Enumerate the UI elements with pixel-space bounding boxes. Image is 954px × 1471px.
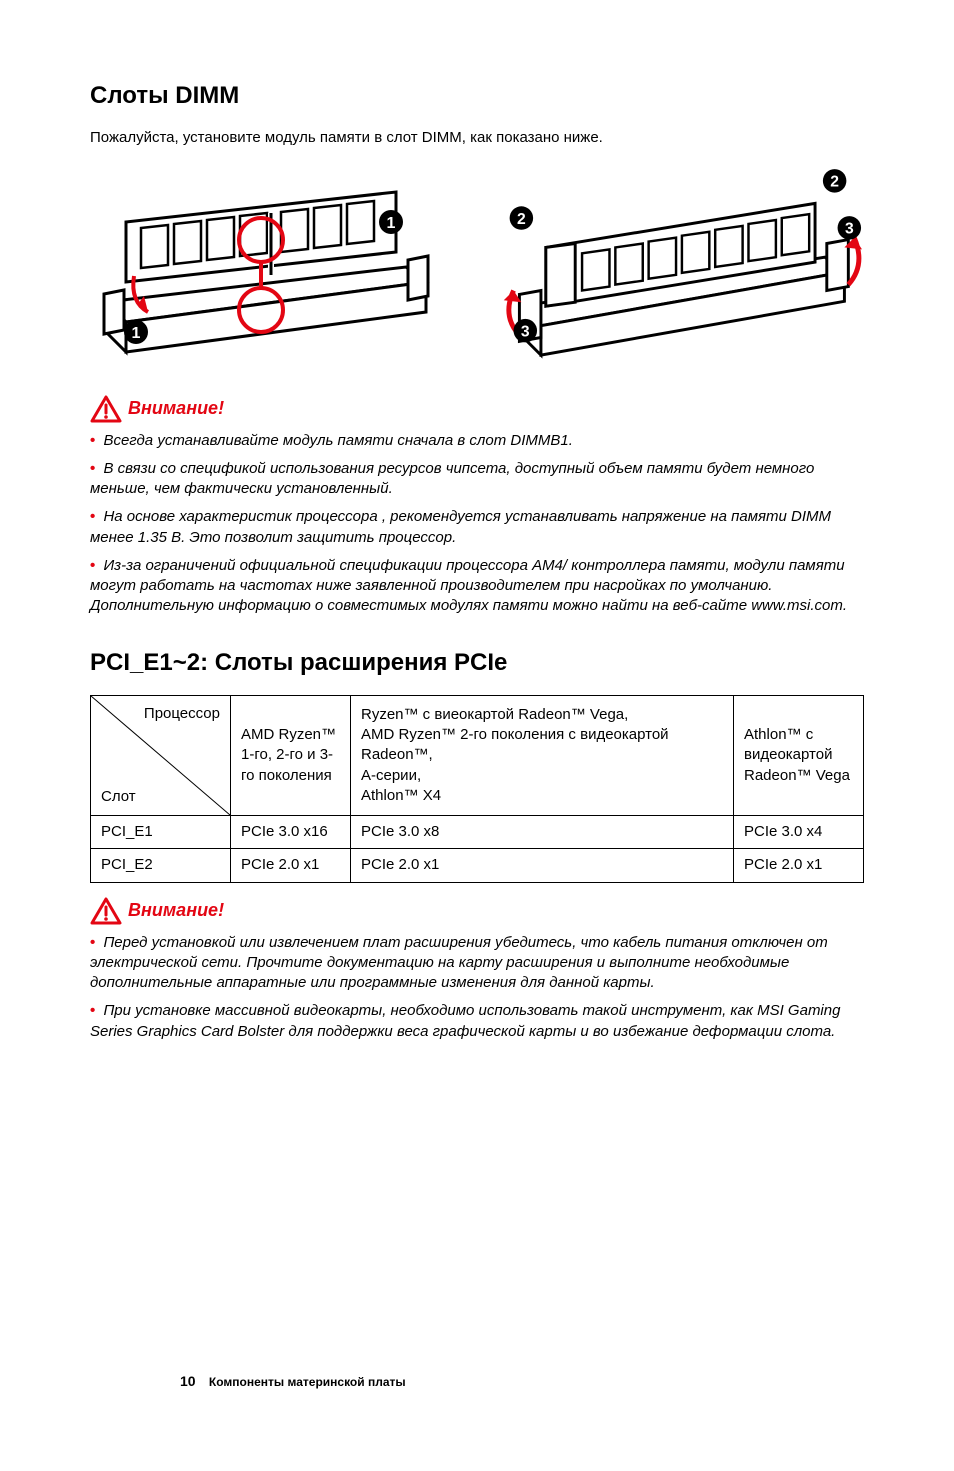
table-row: PCI_E2 PCIe 2.0 x1 PCIe 2.0 x1 PCIe 2.0 … xyxy=(91,849,864,882)
warning-title-2: Внимание! xyxy=(128,898,224,922)
cell-0-c3: PCIe 3.0 x8 xyxy=(351,816,734,849)
table-h-col2: AMD Ryzen™ 1-го, 2-го и 3-го поколения xyxy=(231,696,351,816)
cell-slot-1: PCI_E2 xyxy=(91,849,231,882)
table-h-col4: Athlon™ с видеокартой Radeon™ Vega xyxy=(734,696,864,816)
warning2-item-0: Перед установкой или извлечением плат ра… xyxy=(90,934,828,992)
page-footer: 10 Компоненты материнской платы xyxy=(180,1372,406,1391)
svg-text:3: 3 xyxy=(521,323,530,340)
cell-0-c4: PCIe 3.0 x4 xyxy=(734,816,864,849)
svg-text:1: 1 xyxy=(132,325,141,342)
page-number: 10 xyxy=(180,1373,196,1389)
section-title-dimm: Слоты DIMM xyxy=(90,80,864,112)
warning-list-1: • Всегда устанавливайте модуль памяти сн… xyxy=(90,431,864,617)
dimm-intro-text: Пожалуйста, установите модуль памяти в с… xyxy=(90,128,864,148)
cell-1-c2: PCIe 2.0 x1 xyxy=(231,849,351,882)
cell-0-c2: PCIe 3.0 x16 xyxy=(231,816,351,849)
warning1-item-2: На основе характеристик процессора , рек… xyxy=(90,508,831,545)
warning-icon xyxy=(90,395,122,423)
warning-icon xyxy=(90,897,122,925)
svg-text:1: 1 xyxy=(387,215,396,232)
svg-text:2: 2 xyxy=(517,211,526,228)
warning1-item-0: Всегда устанавливайте модуль памяти снач… xyxy=(103,432,572,449)
footer-label: Компоненты материнской платы xyxy=(209,1375,406,1389)
table-row: PCI_E1 PCIe 3.0 x16 PCIe 3.0 x8 PCIe 3.0… xyxy=(91,816,864,849)
pcie-table: Процессор Слот AMD Ryzen™ 1-го, 2-го и 3… xyxy=(90,695,864,883)
warning1-item-1: В связи со спецификой использования ресу… xyxy=(90,460,814,497)
svg-text:3: 3 xyxy=(845,220,854,237)
warning-block-2: Внимание! • Перед установкой или извлече… xyxy=(90,897,864,1042)
section-title-pcie: PCI_E1~2: Слоты расширения PCIe xyxy=(90,647,864,679)
dimm-install-diagram-right: 2 2 3 3 xyxy=(492,167,864,367)
cell-1-c4: PCIe 2.0 x1 xyxy=(734,849,864,882)
warning1-item-3: Из-за ограничений официальной спецификац… xyxy=(90,557,847,615)
warning2-item-1: При установке массивной видеокарты, необ… xyxy=(90,1002,840,1039)
table-diag-top: Процессор xyxy=(144,704,220,724)
svg-text:2: 2 xyxy=(830,173,839,190)
warning-title-1: Внимание! xyxy=(128,396,224,420)
dimm-diagram-row: 1 1 2 xyxy=(90,167,864,367)
table-diag-bottom: Слот xyxy=(101,787,136,807)
dimm-install-diagram-left: 1 1 xyxy=(90,172,462,362)
table-h-col3: Ryzen™ с виеокартой Radeon™ Vega, AMD Ry… xyxy=(351,696,734,816)
cell-slot-0: PCI_E1 xyxy=(91,816,231,849)
warning-block-1: Внимание! • Всегда устанавливайте модуль… xyxy=(90,395,864,617)
cell-1-c3: PCIe 2.0 x1 xyxy=(351,849,734,882)
warning-list-2: • Перед установкой или извлечением плат … xyxy=(90,933,864,1042)
